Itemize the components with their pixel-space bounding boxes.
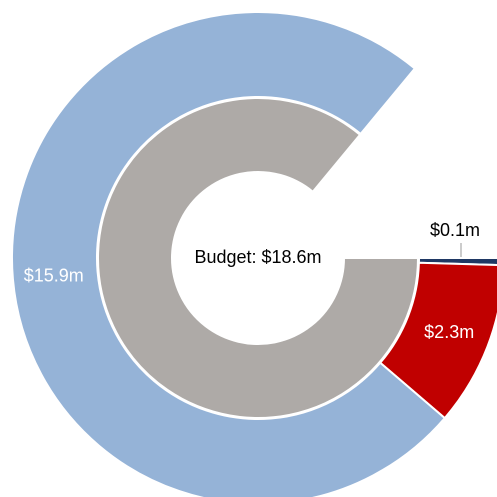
center-label: Budget: $18.6m — [194, 247, 321, 267]
outer-ring — [11, 11, 497, 497]
inner-slice-0 — [97, 97, 420, 419]
inner-ring — [97, 97, 420, 419]
outer-slice-0 — [11, 11, 447, 497]
outer-slice-label-1: $2.3m — [424, 322, 474, 342]
outer-slice-label-0: $15.9m — [24, 266, 84, 286]
slice-labels: $0.1m $2.3m $15.9m — [24, 220, 480, 342]
outer-slice-label-2: $0.1m — [430, 220, 480, 240]
